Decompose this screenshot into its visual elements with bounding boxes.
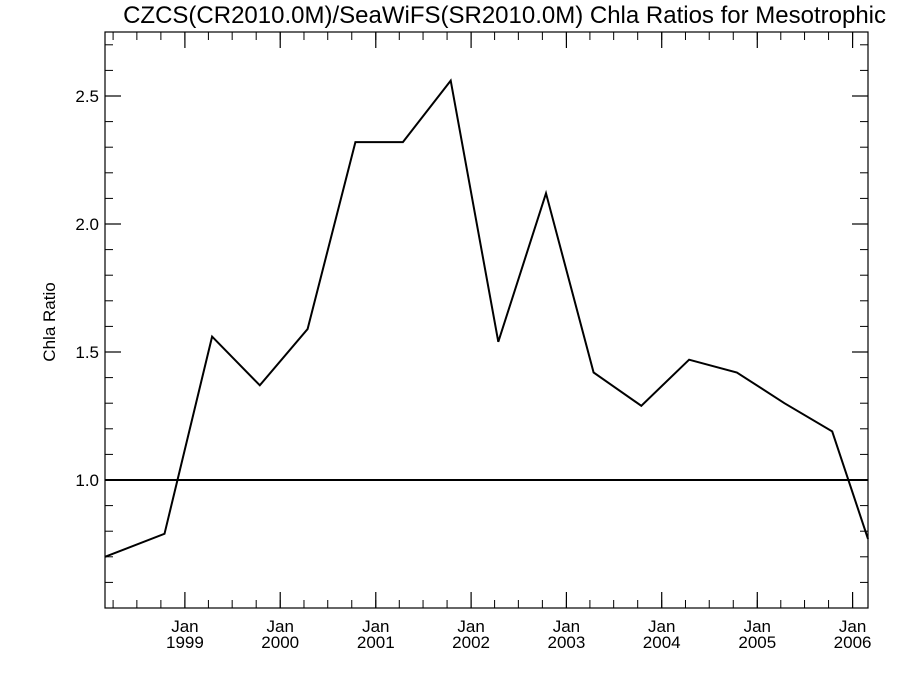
x-tick-label-month: Jan (744, 617, 771, 636)
x-tick-label-year: 2006 (834, 633, 872, 652)
y-tick-label: 1.5 (75, 343, 99, 362)
x-tick-label-month: Jan (839, 617, 866, 636)
y-tick-label: 2.5 (75, 87, 99, 106)
x-tick-label-year: 2002 (452, 633, 490, 652)
series-line (104, 78, 869, 558)
chart-title: CZCS(CR2010.0M)/SeaWiFS(SR2010.0M) Chla … (123, 2, 886, 29)
x-tick-label-year: 1999 (166, 633, 204, 652)
x-tick-label-year: 2000 (261, 633, 299, 652)
x-tick-label-month: Jan (267, 617, 294, 636)
x-tick-label-month: Jan (171, 617, 198, 636)
plot-frame (104, 31, 869, 609)
x-tick-label-month: Jan (457, 617, 484, 636)
y-tick-label: 2.0 (75, 215, 99, 234)
x-axis-ticks: Jan1999Jan2000Jan2001Jan2002Jan2003Jan20… (112, 32, 872, 652)
y-tick-label: 1.0 (75, 471, 99, 490)
x-tick-label-month: Jan (648, 617, 675, 636)
y-axis-ticks: 1.0 1.5 2.0 2.5 (75, 44, 868, 609)
x-tick-label-month: Jan (553, 617, 580, 636)
plot-border (104, 31, 869, 609)
x-tick-label-month: Jan (362, 617, 389, 636)
x-tick-label-year: 2001 (357, 633, 395, 652)
x-tick-label-year: 2004 (643, 633, 681, 652)
series-group (104, 78, 869, 558)
x-tick-label-year: 2005 (738, 633, 776, 652)
x-tick-label-year: 2003 (547, 633, 585, 652)
y-axis-label: Chla Ratio (40, 282, 59, 361)
